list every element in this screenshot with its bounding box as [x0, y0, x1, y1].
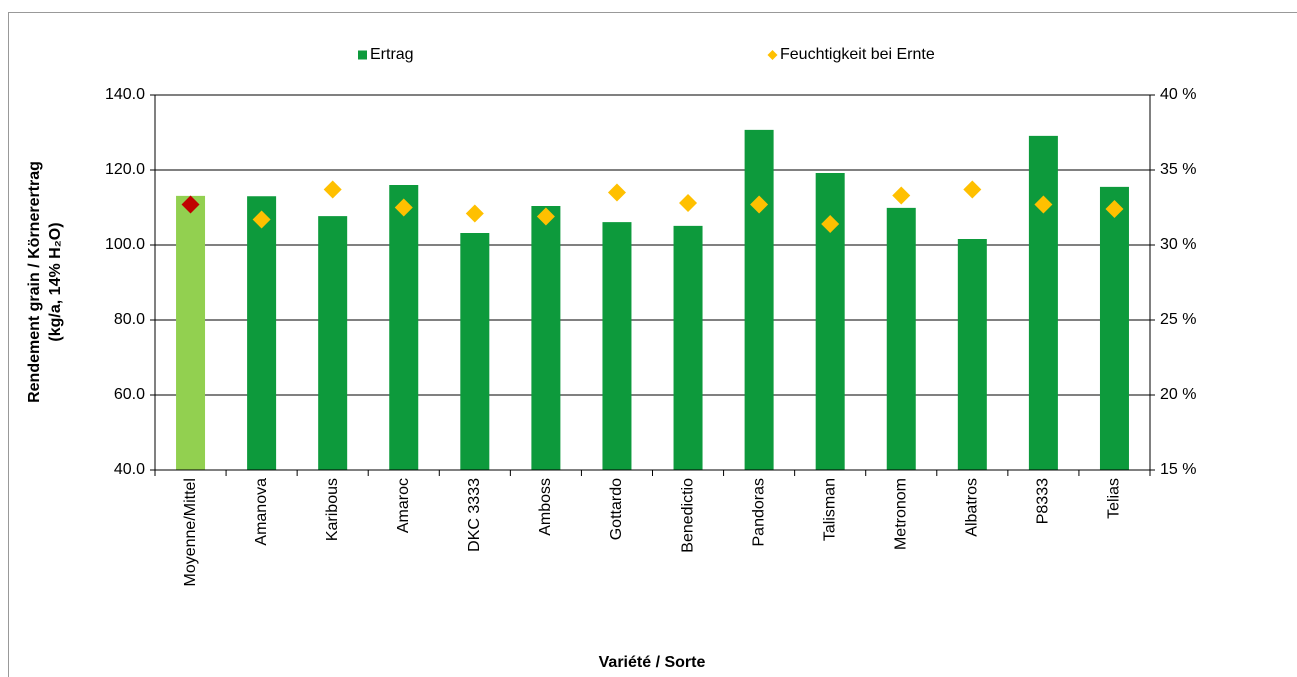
marker — [1105, 200, 1124, 218]
x-tick-label: Amanova — [253, 478, 270, 546]
x-tick-label: Metronom — [892, 478, 909, 550]
marker — [181, 195, 200, 214]
y-tick-label: 80.0 — [114, 311, 145, 328]
bar — [1028, 135, 1058, 470]
y2-tick-label: 20 % — [1160, 386, 1196, 403]
y-tick-label: 120.0 — [105, 161, 145, 178]
bar — [318, 216, 348, 470]
legend-swatch — [358, 50, 367, 60]
bar — [957, 239, 987, 470]
x-axis-title: Variété / Sorte — [599, 654, 706, 671]
y-tick-label: 140.0 — [105, 86, 145, 103]
bar — [247, 196, 277, 470]
frame — [8, 12, 1297, 677]
bar — [602, 222, 632, 470]
x-tick-label: P8333 — [1035, 478, 1052, 524]
y-tick-label: 100.0 — [105, 236, 145, 253]
marker — [1034, 195, 1053, 214]
bar — [176, 195, 206, 470]
x-tick-label: Karibous — [324, 478, 341, 541]
bar — [531, 206, 561, 470]
marker — [892, 186, 911, 205]
bar — [744, 129, 774, 470]
y-axis-title: Rendement grain / Körnerertrag — [26, 161, 43, 403]
bar — [673, 225, 703, 470]
legend-label: Feuchtigkeit bei Ernte — [780, 46, 935, 63]
legend-swatch — [767, 50, 778, 60]
x-tick-label: DKC 3333 — [466, 478, 483, 552]
x-tick-label: Pandoras — [750, 478, 767, 547]
x-tick-label: Amaroc — [395, 478, 412, 533]
bar — [389, 185, 419, 470]
marker — [607, 183, 626, 202]
marker — [252, 210, 271, 229]
y2-tick-label: 25 % — [1160, 311, 1196, 328]
marker — [465, 204, 484, 223]
marker — [536, 207, 555, 226]
marker — [750, 195, 769, 214]
y2-tick-label: 30 % — [1160, 236, 1196, 253]
marker — [323, 180, 342, 199]
x-tick-label: Moyenne/Mittel — [182, 478, 199, 587]
y2-tick-label: 40 % — [1160, 86, 1196, 103]
marker — [679, 194, 698, 212]
y2-tick-label: 15 % — [1160, 461, 1196, 478]
legend-label: Ertrag — [370, 46, 414, 63]
x-tick-label: Amboss — [537, 478, 554, 536]
y-axis-title: (kg/a, 14% H₂O) — [47, 222, 64, 341]
y2-tick-label: 35 % — [1160, 161, 1196, 178]
bar — [1099, 186, 1129, 470]
x-tick-label: Benedictio — [679, 478, 696, 553]
marker — [963, 180, 982, 199]
bar — [886, 207, 916, 470]
y-tick-label: 60.0 — [114, 386, 145, 403]
y-tick-label: 40.0 — [114, 461, 145, 478]
bar — [460, 233, 490, 470]
marker — [821, 215, 840, 233]
x-tick-label: Gottardo — [608, 478, 625, 540]
marker — [394, 198, 413, 217]
x-tick-label: Telias — [1106, 478, 1123, 519]
x-tick-label: Albatros — [964, 478, 981, 537]
x-tick-label: Talisman — [821, 478, 838, 541]
